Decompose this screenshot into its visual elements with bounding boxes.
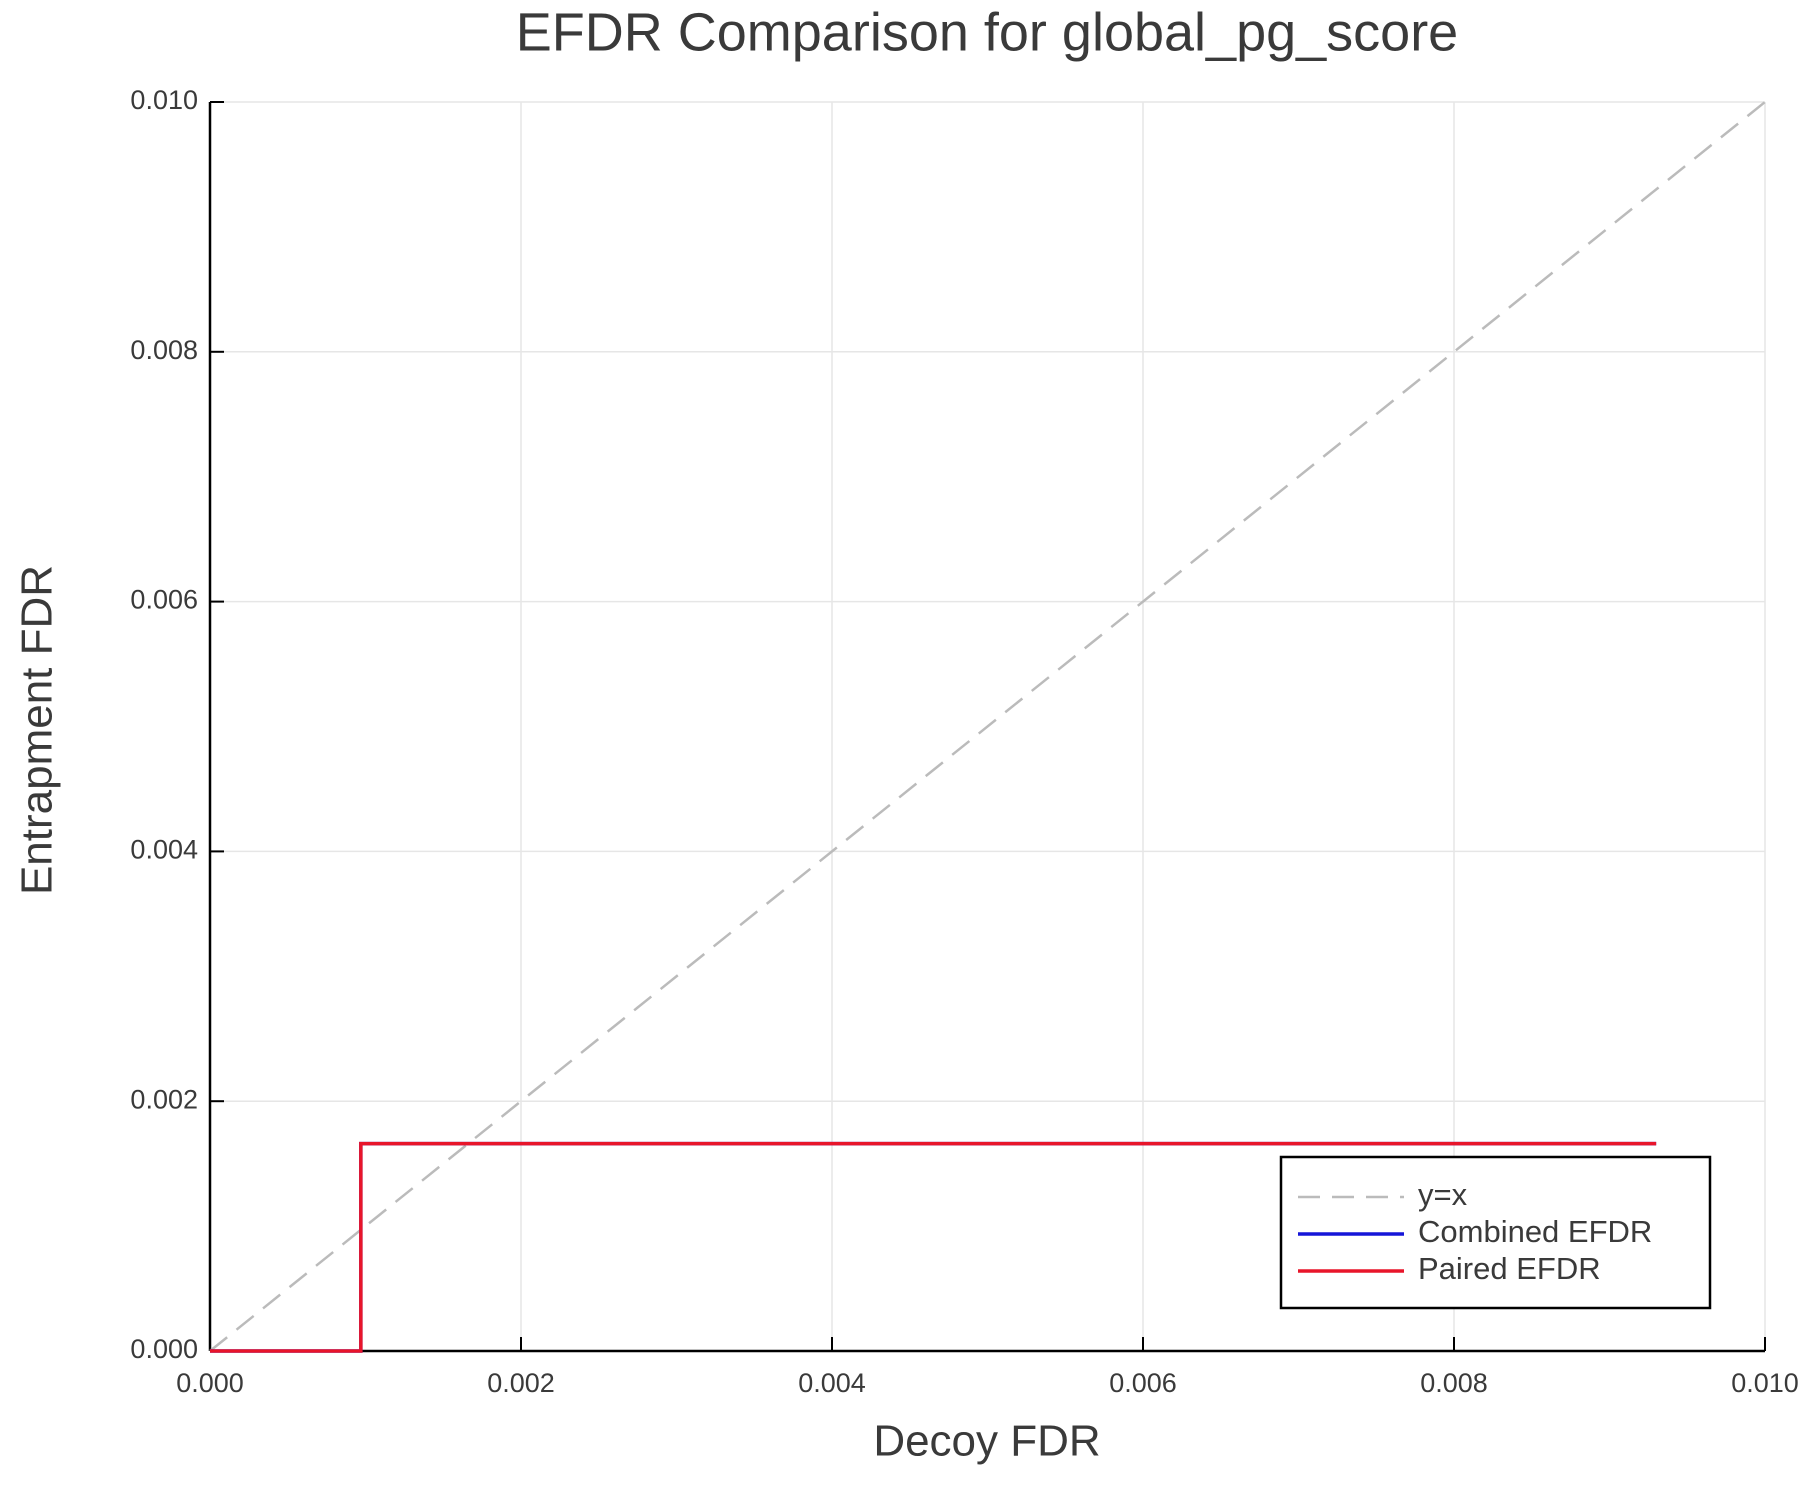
x-tick-label: 0.002 — [487, 1368, 555, 1398]
legend-label: Combined EFDR — [1418, 1214, 1652, 1249]
chart-title: EFDR Comparison for global_pg_score — [516, 2, 1458, 62]
y-tick-label: 0.010 — [130, 85, 198, 115]
y-axis-label: Entrapment FDR — [13, 565, 62, 895]
y-tick-label: 0.008 — [130, 335, 198, 365]
x-tick-label: 0.008 — [1420, 1368, 1488, 1398]
series-line — [210, 1141, 1657, 1353]
y-tick-label: 0.006 — [130, 585, 198, 615]
x-axis-label: Decoy FDR — [873, 1417, 1100, 1466]
y-tick-label: 0.002 — [130, 1084, 198, 1114]
y-tick-label: 0.000 — [130, 1334, 198, 1364]
legend-label: Paired EFDR — [1418, 1251, 1601, 1286]
x-tick-label: 0.010 — [1731, 1368, 1799, 1398]
x-tick-label: 0.004 — [798, 1368, 866, 1398]
y-tick-label: 0.004 — [130, 835, 198, 865]
x-tick-label: 0.000 — [176, 1368, 244, 1398]
legend-label: y=x — [1418, 1177, 1468, 1212]
series-line — [209, 101, 1766, 1352]
x-tick-label: 0.006 — [1109, 1368, 1177, 1398]
